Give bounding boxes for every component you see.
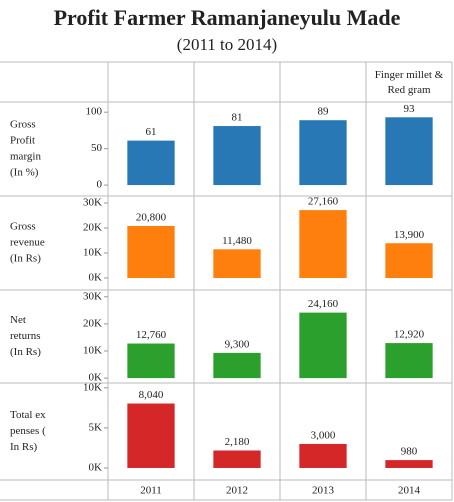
bar (213, 126, 261, 186)
bar (127, 226, 175, 278)
row-label: Net (10, 314, 26, 326)
row-label: (In Rs) (10, 346, 41, 358)
bar (213, 249, 261, 278)
y-tick-label: 10K (83, 345, 102, 357)
value-label: 13,900 (394, 229, 425, 241)
row-label: Gross (10, 221, 36, 233)
y-tick-label: 50 (91, 142, 103, 154)
value-label: 20,800 (136, 212, 167, 224)
row-label: (In %) (10, 167, 39, 179)
y-tick-label: 30K (83, 290, 102, 302)
value-label: 27,160 (308, 196, 339, 208)
value-label: 11,480 (222, 235, 252, 247)
chart-subtitle: (2011 to 2014) (177, 35, 277, 54)
value-label: 2,180 (225, 436, 250, 448)
column-header: Finger millet & Red gram (375, 69, 444, 96)
value-label: 24,160 (308, 298, 339, 310)
bar (127, 343, 175, 379)
x-tick-label: 2012 (226, 485, 248, 497)
row-label: returns (10, 330, 41, 342)
bar (127, 403, 175, 468)
value-label: 9,300 (225, 338, 250, 350)
y-tick-label: 20K (83, 317, 102, 329)
value-label: 980 (401, 446, 418, 458)
row-label: revenue (10, 237, 45, 249)
row-label: In Rs) (10, 441, 38, 453)
value-label: 61 (146, 126, 157, 138)
value-label: 8,040 (139, 389, 164, 401)
row-label: Total ex (10, 409, 46, 421)
value-label: 3,000 (311, 429, 336, 441)
value-label: 89 (318, 106, 330, 118)
y-tick-label: 5K (89, 421, 103, 433)
bar (299, 210, 347, 278)
bar (127, 140, 175, 186)
bar (299, 312, 347, 379)
bar (213, 352, 261, 379)
x-tick-label: 2011 (140, 485, 162, 497)
bar (385, 243, 433, 278)
chart-title: Profit Farmer Ramanjaneyulu Made (54, 5, 401, 30)
row-label: margin (10, 151, 41, 163)
row-label: penses ( (10, 425, 46, 437)
value-label: 93 (404, 103, 416, 115)
y-tick-label: 20K (83, 222, 102, 234)
row-label: Profit (10, 135, 35, 147)
bar (299, 120, 347, 186)
y-tick-label: 0K (89, 462, 103, 474)
y-tick-label: 100 (86, 106, 103, 118)
value-label: 81 (232, 112, 243, 124)
value-label: 12,760 (136, 329, 167, 341)
y-tick-label: 0 (97, 179, 103, 191)
bar (299, 443, 347, 468)
x-tick-label: 2013 (312, 485, 335, 497)
row-label: (In Rs) (10, 253, 41, 265)
bar (385, 460, 433, 468)
y-tick-label: 0K (89, 372, 103, 384)
x-tick-label: 2014 (398, 485, 421, 497)
value-label: 12,920 (394, 329, 425, 341)
y-tick-label: 10K (83, 247, 102, 259)
y-tick-label: 0K (89, 272, 103, 284)
row-label: Gross (10, 119, 36, 131)
bar (213, 450, 261, 468)
y-tick-label: 10K (83, 381, 102, 393)
y-tick-label: 30K (83, 197, 102, 209)
bar (385, 343, 433, 379)
bar (385, 117, 433, 186)
